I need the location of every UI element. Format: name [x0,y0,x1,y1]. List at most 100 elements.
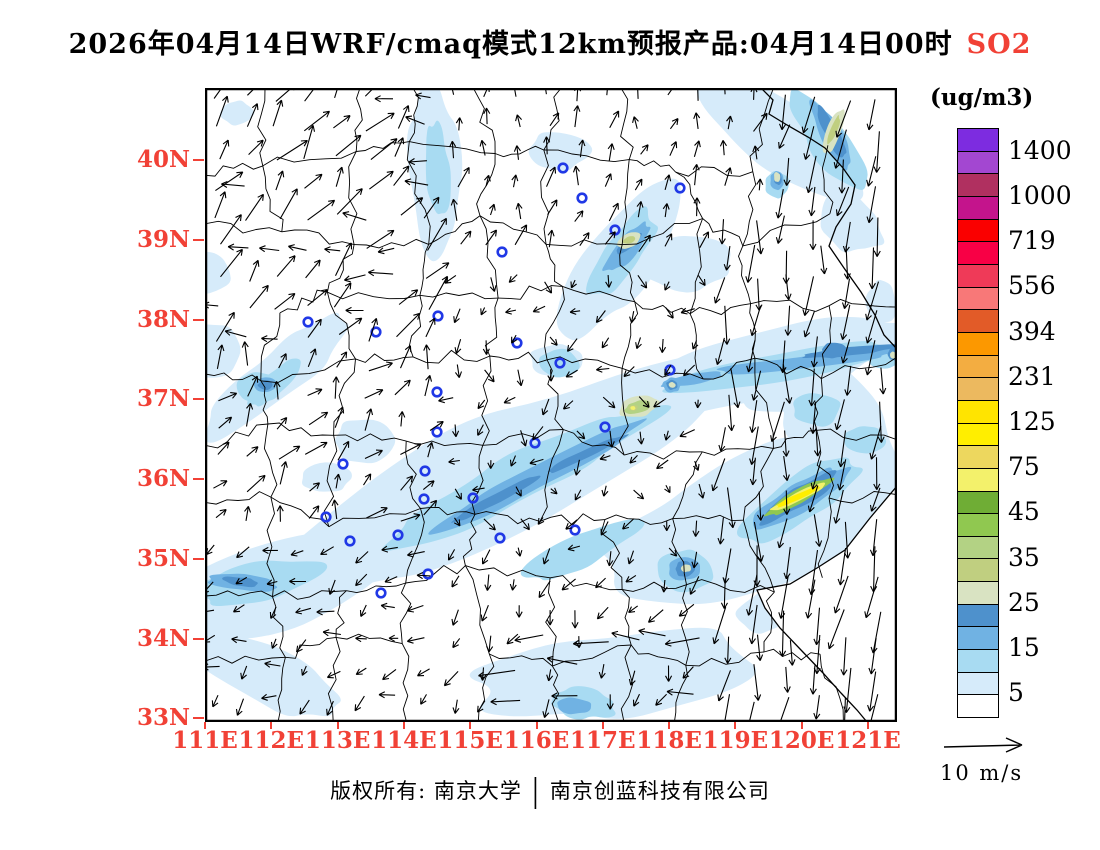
wind-vector [334,88,339,99]
wind-vector [480,604,489,622]
wind-vector [868,247,876,290]
city-marker [494,532,506,544]
lon-axis-label: 119E [702,727,769,754]
county-boundary [354,88,363,152]
wind-vector [338,317,363,335]
wind-vector [873,217,881,257]
title-species: SO2 [966,29,1032,60]
wind-vector [483,174,491,187]
county-boundary [257,88,267,167]
city-marker [418,493,430,505]
wind-vector [457,166,470,188]
county-boundary [621,589,632,646]
wind-vector [477,700,486,713]
wind-vector [565,369,578,378]
footer-left: 版权所有: 南京大学 [330,779,522,803]
wind-vector [420,694,427,705]
wind-vector [423,499,438,516]
wind-vector [355,667,367,676]
county-boundary [671,518,687,585]
wind-vector [407,604,424,613]
wind-vector [299,699,310,715]
lat-axis-tick [193,557,204,560]
county-boundary [333,358,356,436]
county-boundary [539,429,564,522]
wind-vector [544,281,553,294]
city-marker [344,535,356,547]
wind-vector [810,460,822,490]
wind-vector [573,105,581,128]
wind-vector [513,145,521,160]
wind-vector [697,88,699,101]
wind-vector [566,338,578,352]
wind-vector [336,188,363,215]
city-marker [375,587,387,599]
county-boundary [327,291,420,300]
wind-vector [276,255,296,277]
legend-color-box [958,287,998,311]
legend-value-label: 1000 [1008,180,1072,210]
wind-vector [840,637,848,676]
wind-vector [629,310,637,324]
wind-vector [746,574,758,616]
county-boundary [260,312,281,381]
wind-vector [783,666,791,693]
county-boundary [335,590,347,638]
wind-vector [749,400,758,434]
wind-vector [333,282,352,308]
wind-vector [220,248,243,278]
county-boundary [479,215,499,299]
wind-vector [810,336,818,368]
wind-vector [653,397,667,408]
wind-vector [574,210,584,222]
county-boundary [817,497,832,578]
wind-vector [868,637,877,675]
county-boundary [742,448,774,521]
wind-vector [364,88,375,97]
wind-vector [870,694,879,722]
legend-color-box [958,491,998,515]
wind-vector [663,430,671,441]
wind-vector [778,575,789,619]
wind-vector [335,134,362,157]
wind-vector [454,339,462,354]
wind-vector [423,196,440,219]
lat-axis-tick [193,318,204,321]
wind-vector [454,364,463,379]
wind-vector [270,638,278,649]
county-boundary [621,367,704,380]
wind-vector [246,103,259,127]
wind-vector [218,416,233,429]
lat-axis-label: 35N [136,544,190,572]
wind-vector [334,406,345,428]
wind-vector [694,399,702,409]
legend-value-label: 15 [1008,633,1040,663]
county-boundary [604,514,673,525]
wind-vector [328,579,336,595]
county-boundary [673,665,688,722]
wind-vector [726,487,736,529]
legend-color-box [958,310,998,333]
wind-vector [550,487,558,495]
wind-vector [680,307,695,315]
wind-vector [834,399,845,431]
wind-vector [697,275,706,286]
lat-axis-label: 34N [136,624,190,652]
wind-vector [388,634,399,642]
wind-vector [416,571,431,580]
wind-vector [450,198,458,221]
lon-axis-tick [601,722,604,729]
legend-color-box [958,332,998,356]
wind-vector [678,603,695,617]
wind-vector [869,487,881,512]
wind-vector [394,137,405,157]
wind-vector [636,201,644,218]
wind-vector [368,269,394,277]
wind-vector [366,229,395,249]
wind-vector [398,411,406,427]
wind-vector [692,520,700,537]
wind-vector [448,457,460,465]
county-boundary [494,145,544,158]
wind-vector [452,424,460,438]
wind-vector [247,88,256,96]
